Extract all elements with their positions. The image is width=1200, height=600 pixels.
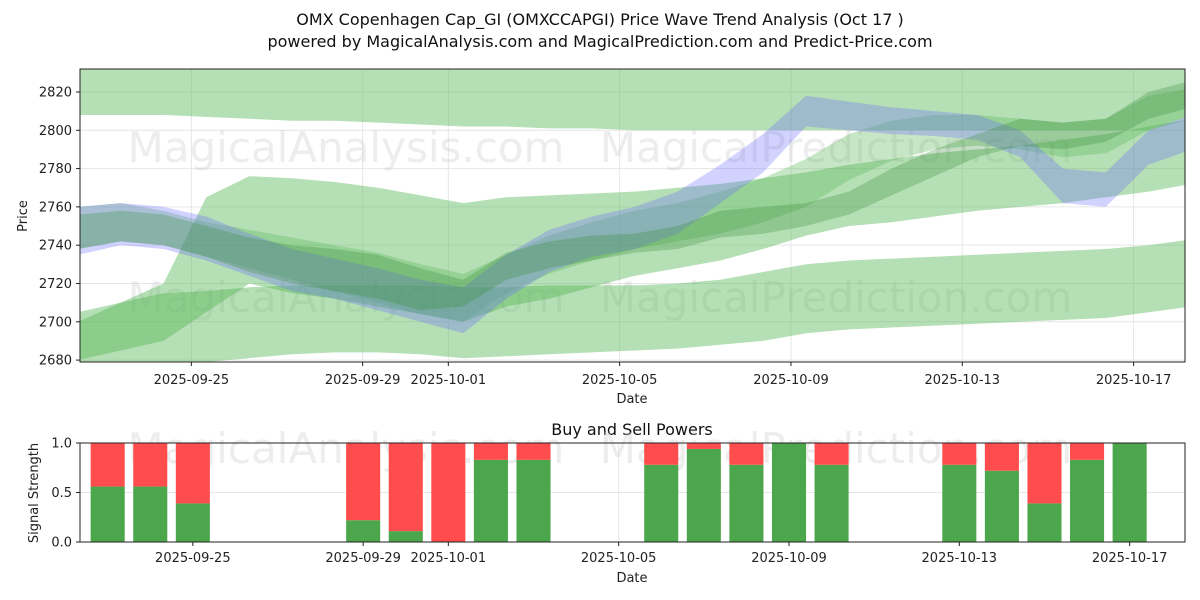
price-watermarks: MagicalAnalysis.com MagicalPrediction.co… — [128, 123, 1073, 322]
upper-long-band — [80, 69, 1185, 131]
buy-bar — [644, 464, 679, 542]
chart-subtitle: powered by MagicalAnalysis.com and Magic… — [267, 32, 932, 51]
sell-bar — [644, 443, 679, 465]
power-x-tick-label: 2025-10-05 — [581, 551, 657, 566]
buy-bar — [771, 443, 807, 542]
buy-bar — [133, 486, 168, 542]
power-x-tick-label: 2025-09-29 — [325, 551, 401, 566]
price-y-axis-title: Price — [16, 200, 31, 232]
watermark-prediction-mid: MagicalPrediction.com — [600, 273, 1073, 322]
buy-bar — [942, 464, 977, 542]
power-x-tick-label: 2025-09-25 — [155, 551, 231, 566]
price-y-tick-label: 2680 — [39, 354, 72, 369]
price-chart: MagicalAnalysis.com MagicalPrediction.co… — [16, 68, 1186, 407]
sell-bar — [729, 443, 764, 465]
power-x-tick-label: 2025-10-01 — [411, 551, 487, 566]
chart-title: OMX Copenhagen Cap_GI (OMXCCAPGI) Price … — [296, 10, 904, 30]
buy-bar — [388, 531, 423, 542]
buy-bar — [90, 486, 125, 542]
price-x-tick-label: 2025-09-25 — [154, 373, 230, 388]
power-x-tick-label: 2025-10-09 — [751, 551, 827, 566]
sell-bar — [942, 443, 977, 465]
price-y-tick-label: 2700 — [39, 315, 72, 330]
price-chart-frame — [79, 68, 1186, 363]
watermark-analysis-top: MagicalAnalysis.com — [128, 123, 565, 172]
power-watermarks: MagicalAnalysis.com MagicalPrediction.co… — [128, 424, 1073, 473]
sell-bar — [90, 443, 125, 487]
power-x-axis-title: Date — [616, 571, 647, 586]
buy-bar — [346, 520, 381, 542]
mid-trend-band — [80, 119, 1185, 360]
price-y-tick-label: 2740 — [39, 239, 72, 254]
buy-bar — [686, 448, 721, 542]
buy-bar — [984, 470, 1019, 542]
price-x-axis-title: Date — [616, 392, 647, 407]
sell-bar — [686, 443, 721, 449]
buy-bar — [1070, 459, 1105, 542]
power-y-ticks: 0.0 0.5 1.0 — [51, 437, 80, 551]
sell-bar — [346, 443, 381, 521]
sell-bar — [1070, 443, 1105, 460]
price-x-tick-label: 2025-10-09 — [753, 373, 829, 388]
power-bars — [90, 443, 1147, 542]
sell-bar — [473, 443, 508, 460]
short-green-band — [80, 89, 1185, 322]
sell-bar — [133, 443, 168, 487]
buy-bar — [814, 464, 849, 542]
power-y-tick-label: 1.0 — [51, 437, 72, 452]
price-y-ticks: 2680 2700 2720 2740 2760 2780 2800 2820 — [39, 85, 80, 369]
price-y-tick-label: 2720 — [39, 277, 72, 292]
sell-bar — [984, 443, 1019, 471]
buy-bar — [516, 459, 551, 542]
power-chart: Buy and Sell Powers MagicalAnalysis.com … — [27, 420, 1186, 586]
sell-bar — [814, 443, 849, 465]
sell-bar — [175, 443, 210, 504]
power-chart-title: Buy and Sell Powers — [551, 420, 713, 439]
power-x-tick-label: 2025-10-13 — [922, 551, 998, 566]
price-x-tick-label: 2025-10-01 — [411, 373, 487, 388]
price-y-tick-label: 2780 — [39, 162, 72, 177]
power-y-tick-label: 0.0 — [51, 536, 72, 551]
price-y-tick-label: 2820 — [39, 85, 72, 100]
buy-bar — [175, 503, 210, 542]
power-x-tick-label: 2025-10-17 — [1092, 551, 1168, 566]
price-chart-grid — [80, 69, 1185, 362]
lower-long-band — [80, 240, 1185, 362]
wave-green-band — [80, 82, 1185, 311]
buy-bar — [1027, 503, 1062, 542]
price-x-tick-label: 2025-09-29 — [325, 373, 401, 388]
buy-bar — [1112, 443, 1147, 542]
price-bands — [80, 69, 1185, 362]
price-y-tick-label: 2760 — [39, 200, 72, 215]
buy-bar — [473, 459, 508, 542]
price-x-tick-label: 2025-10-13 — [925, 373, 1001, 388]
power-y-axis-title: Signal Strength — [27, 443, 42, 543]
sell-bar — [388, 443, 423, 532]
wave-blue-band — [80, 95, 1185, 334]
power-x-ticks: 2025-09-25 2025-09-29 2025-10-01 2025-10-05… — [155, 542, 1167, 566]
watermark-prediction-top: MagicalPrediction.com — [600, 123, 1073, 172]
power-y-tick-label: 0.5 — [51, 486, 72, 501]
sell-bar — [516, 443, 551, 460]
price-x-tick-label: 2025-10-05 — [582, 373, 658, 388]
price-x-tick-label: 2025-10-17 — [1096, 373, 1172, 388]
sell-bar — [431, 443, 466, 542]
sell-bar — [1027, 443, 1062, 504]
buy-bar — [729, 464, 764, 542]
watermark-analysis-mid: MagicalAnalysis.com — [128, 273, 565, 322]
price-x-ticks: 2025-09-25 2025-09-29 2025-10-01 2025-10-05… — [154, 362, 1172, 388]
price-y-tick-label: 2800 — [39, 124, 72, 139]
